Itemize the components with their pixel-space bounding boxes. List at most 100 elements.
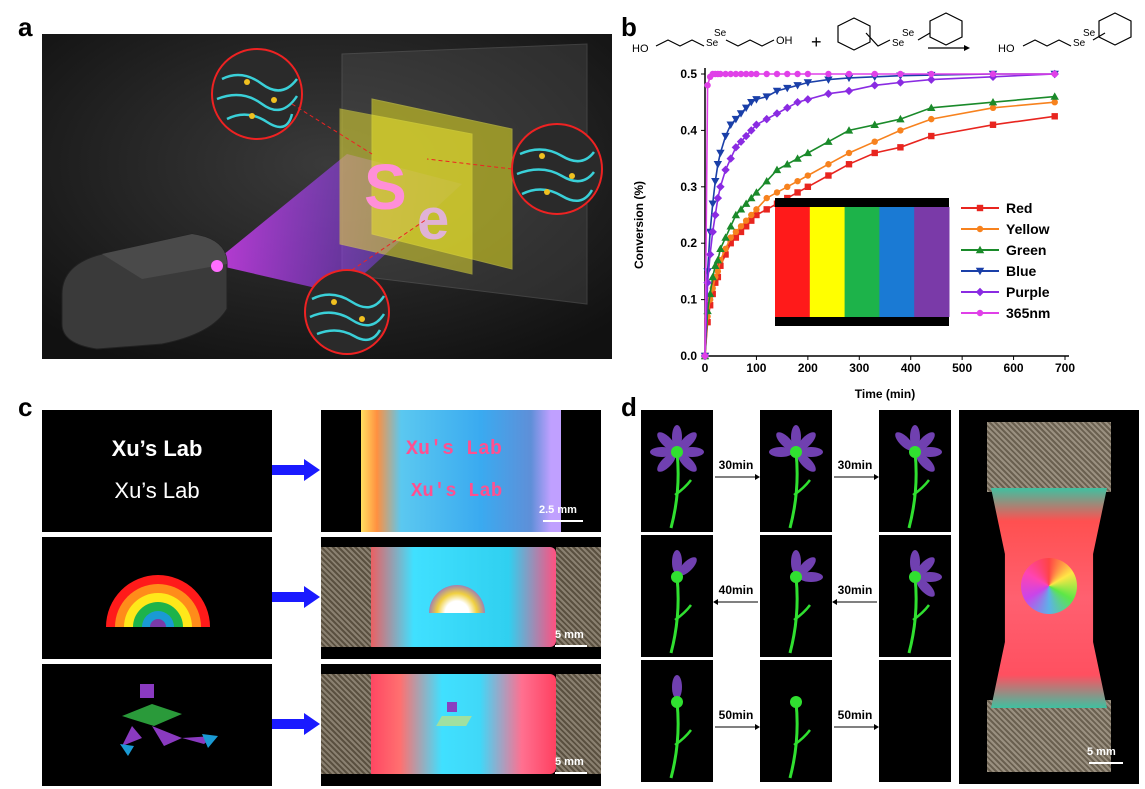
arrow-right-icon: 30min [715,458,760,480]
data-point-green [870,120,879,128]
flower-icon [788,550,823,654]
data-point-green [1050,92,1059,100]
flower-icon [769,425,823,529]
data-point-purple [824,89,833,98]
data-point-purple [793,98,802,107]
flower-frame [879,410,951,532]
data-point-red [737,228,745,236]
rx-se1: Se [706,38,719,49]
data-point-blue [762,93,771,101]
film-text-1: Xu's Lab [406,438,503,461]
legend-label: Yellow [1006,221,1050,237]
rainbow-pattern [106,575,210,627]
flower-icon [907,550,942,654]
pattern-text-plain: Xu’s Lab [114,478,200,503]
rx-ho2: HO [998,43,1015,55]
data-point-365nm [742,70,750,78]
data-point-365nm [871,70,878,78]
data-point-red [732,234,740,241]
flower-pattern [1021,558,1077,614]
time-label: 30min [838,458,873,472]
plot-area: 0.0 0.1 0.2 0.3 0.4 0.5 0 100 200 300 400 500 600 700… [680,67,1075,375]
data-point-red [871,149,878,157]
scale-bar-2 [555,645,587,647]
data-point-365nm [804,70,812,78]
data-point-365nm [701,352,709,360]
data-point-purple [731,143,741,152]
panel-label-b: b [621,12,637,42]
time-label: 30min [719,458,754,472]
data-point-green [896,114,905,123]
data-point-green [731,210,741,219]
arrow-left-icon: 40min [713,583,758,605]
data-point-red [825,172,832,179]
rx-oh1: OH [776,35,793,47]
data-point-blue [844,74,854,83]
film-text-2: Xu's Lab [411,480,503,502]
zoom-circle-2 [511,123,603,215]
data-point-yellow [794,177,801,185]
time-label: 50min [719,708,754,722]
data-point-red [1051,113,1058,120]
data-point-blue [793,82,802,90]
yellow-film-front [339,108,473,275]
data-point-365nm [753,70,760,78]
x-tick-label: 400 [901,361,921,375]
scale-bar-d [1089,762,1123,764]
data-point-red [845,161,853,168]
rx-se2: Se [714,28,727,39]
data-point-yellow [722,245,729,253]
svg-text:S: S [364,151,407,223]
rx-se4: Se [902,28,915,39]
data-point-365nm [928,70,935,78]
flower-frame [760,410,832,532]
data-point-purple [705,250,715,259]
tangram-pattern-panel [42,664,272,786]
data-point-yellow [897,127,904,134]
time-label: 40min [719,583,754,597]
svg-text:e: e [417,187,449,252]
data-point-blue [726,121,735,129]
data-point-365nm [722,70,729,78]
x-tick-label: 0 [702,361,709,375]
data-point-purple [762,114,771,124]
data-point-green [716,244,725,253]
arrow-right-icon [272,713,320,735]
zoom-circle-1 [211,48,303,140]
rx-se3: Se [892,38,905,49]
flower-frame [879,660,951,782]
text-pattern-panel: Xu’s Lab Xu’s Lab [42,410,272,532]
data-point-green [844,126,854,134]
data-point-red [748,217,755,224]
data-point-red [794,189,801,196]
data-point-red [717,262,724,269]
data-point-red [763,206,770,213]
scale-bar-3 [555,772,587,774]
x-tick-label: 600 [1004,361,1024,375]
data-point-blue [752,96,761,104]
x-tick-label: 100 [746,361,766,375]
film-strip [361,410,561,532]
data-point-yellow [737,223,745,230]
data-point-purple [711,210,720,220]
data-point-green [772,165,782,174]
data-point-green [705,289,715,298]
panel-label-a: a [18,12,33,42]
data-point-green [927,103,936,112]
data-point-365nm [825,70,832,78]
rainbow-pattern-panel [42,537,272,659]
data-point-yellow [748,211,755,219]
y-tick-label: 0.4 [680,123,697,137]
arrow-right-icon: 50min [834,708,879,730]
legend-marker [976,225,984,233]
data-point-blue [711,177,720,186]
data-point-red [928,132,935,140]
data-point-blue [783,84,792,93]
data-point-yellow [742,217,750,224]
legend-marker [976,309,984,317]
data-point-365nm [763,70,770,78]
flower-frame [641,535,713,657]
inset-color-band [879,207,915,317]
inset-color-band [914,207,950,317]
data-point-365nm [794,70,801,78]
